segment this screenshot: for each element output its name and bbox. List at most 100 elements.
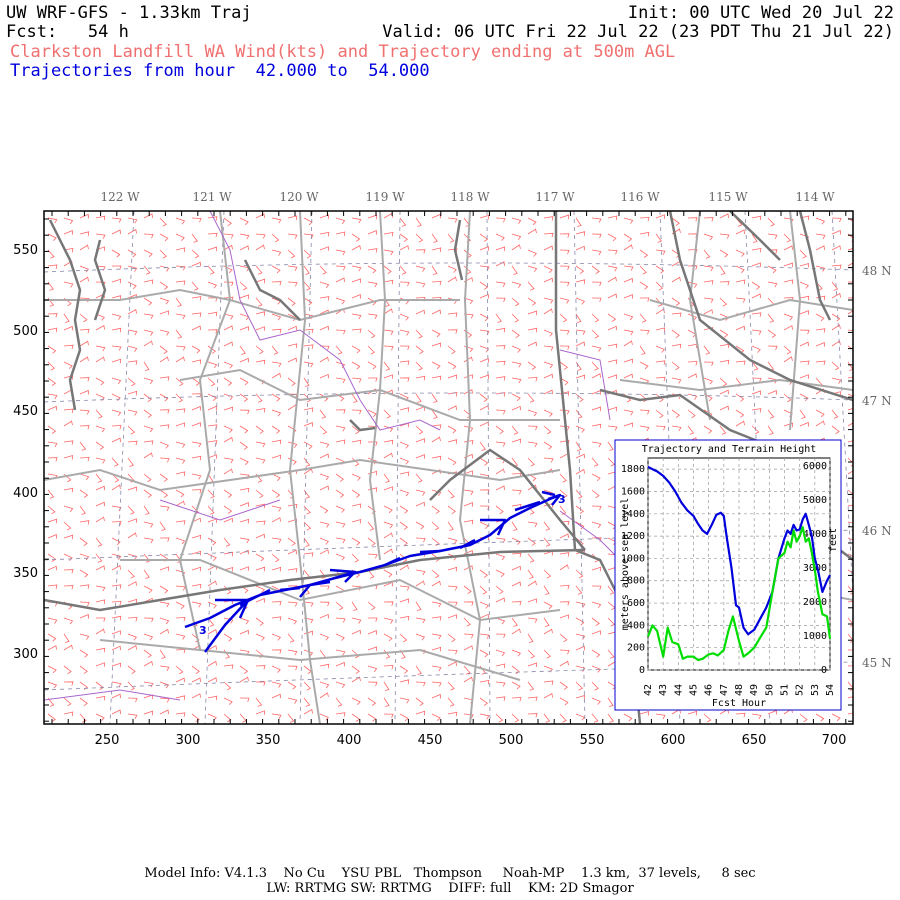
wind-barb bbox=[207, 617, 215, 627]
wind-barb bbox=[111, 327, 122, 333]
wind-barb bbox=[447, 374, 457, 380]
wind-barb bbox=[559, 233, 570, 238]
wind-barb bbox=[239, 697, 250, 703]
wind-barb bbox=[127, 390, 138, 396]
wind-barb bbox=[847, 585, 853, 595]
wind-barb bbox=[335, 329, 346, 335]
wind-barb bbox=[783, 393, 792, 403]
wind-barb bbox=[143, 649, 152, 658]
wind-barb bbox=[207, 677, 217, 683]
inset-left-tick-label: 1800 bbox=[621, 464, 645, 475]
wind-barb bbox=[111, 709, 121, 715]
wind-barb bbox=[271, 489, 281, 498]
wind-barb bbox=[511, 565, 521, 571]
wind-barb bbox=[175, 489, 185, 498]
wind-barb bbox=[79, 276, 89, 283]
wind-barb bbox=[255, 359, 266, 365]
inset-left-tick-label: 1400 bbox=[621, 509, 645, 520]
wind-barb bbox=[63, 440, 74, 445]
wind-barb bbox=[47, 697, 55, 707]
wind-barb bbox=[191, 441, 202, 448]
wind-barb bbox=[239, 245, 249, 251]
wind-barb bbox=[47, 377, 56, 386]
wind-barb bbox=[479, 585, 488, 595]
wind-barb bbox=[639, 329, 650, 335]
wind-barb bbox=[47, 553, 57, 562]
wind-barb bbox=[447, 489, 455, 499]
wind-barb bbox=[495, 537, 506, 543]
wind-barb bbox=[447, 505, 456, 515]
wind-barb bbox=[111, 537, 121, 546]
wind-barb bbox=[703, 309, 713, 315]
inset-x-tick-label: 48 bbox=[734, 684, 745, 696]
wind-barb bbox=[239, 345, 246, 355]
wind-barb bbox=[351, 361, 361, 370]
lon-labels: 122 W 121 W 120 W 119 W 118 W 117 W 116 … bbox=[100, 190, 835, 204]
wind-barb bbox=[303, 281, 311, 291]
wind-barb bbox=[815, 360, 826, 366]
wind-barb bbox=[511, 345, 521, 353]
wind-barb bbox=[447, 711, 458, 717]
wind-barb bbox=[351, 518, 362, 524]
wind-barb bbox=[159, 376, 170, 381]
inset-x-tick-label: 47 bbox=[719, 684, 730, 696]
wind-barb bbox=[415, 361, 423, 371]
wind-barb bbox=[527, 681, 535, 691]
wind-barb bbox=[223, 406, 234, 412]
wind-barb bbox=[463, 388, 473, 395]
wind-barb bbox=[495, 297, 506, 303]
wind-barb bbox=[655, 345, 665, 353]
wind-barb bbox=[463, 565, 473, 571]
wind-barb bbox=[351, 489, 361, 498]
wind-barb bbox=[207, 553, 217, 561]
wind-barb bbox=[175, 601, 185, 610]
wind-barb bbox=[63, 617, 74, 625]
wind-barb bbox=[783, 356, 793, 363]
wind-barb bbox=[511, 405, 521, 411]
wind-barb bbox=[575, 361, 582, 371]
wind-barb bbox=[559, 297, 570, 304]
wind-barb bbox=[143, 569, 150, 579]
x-tick-labels: 250 300 350 400 450 500 550 600 650 700 bbox=[95, 733, 847, 748]
wind-barb bbox=[271, 439, 282, 445]
wind-barb bbox=[111, 584, 122, 589]
wind-barb bbox=[383, 532, 393, 539]
inset-ylabel-right: feet bbox=[828, 528, 839, 552]
wind-barb bbox=[511, 438, 522, 444]
valid-time: Valid: 06 UTC Fri 22 Jul 22 (23 PDT Thu … bbox=[382, 22, 894, 42]
wind-barb bbox=[479, 246, 489, 251]
wind-barb bbox=[127, 598, 138, 604]
wind-barb bbox=[591, 406, 601, 412]
wind-barb bbox=[191, 325, 201, 331]
wind-barb bbox=[527, 281, 535, 291]
wind-barb bbox=[543, 617, 550, 627]
wind-barb bbox=[95, 553, 103, 563]
wind-barb bbox=[335, 217, 346, 225]
wind-barb bbox=[207, 393, 217, 402]
wind-barb bbox=[319, 409, 327, 419]
wind-barb bbox=[623, 713, 633, 722]
wind-barb bbox=[639, 249, 649, 258]
wind-barb bbox=[159, 473, 168, 482]
wind-barb bbox=[479, 345, 490, 353]
wind-barb bbox=[735, 279, 746, 284]
wind-barb bbox=[239, 233, 250, 240]
wind-barb bbox=[191, 583, 202, 589]
wind-barb bbox=[351, 265, 362, 272]
wind-barb bbox=[847, 696, 853, 699]
wind-barb bbox=[623, 358, 633, 364]
wind-barb bbox=[47, 665, 57, 674]
wind-barb bbox=[447, 312, 458, 317]
lon-label-115w: 115 W bbox=[708, 190, 748, 204]
wind-barb bbox=[575, 265, 585, 274]
wind-barb bbox=[79, 505, 86, 515]
wind-barb bbox=[287, 568, 298, 573]
wind-barb bbox=[47, 584, 58, 589]
wind-barb bbox=[447, 661, 457, 667]
wind-barb bbox=[287, 265, 298, 271]
wind-barb bbox=[351, 393, 358, 403]
wind-barb bbox=[63, 281, 74, 288]
wind-barb bbox=[79, 377, 90, 382]
wind-barb bbox=[751, 408, 762, 413]
wind-barb bbox=[191, 233, 199, 243]
